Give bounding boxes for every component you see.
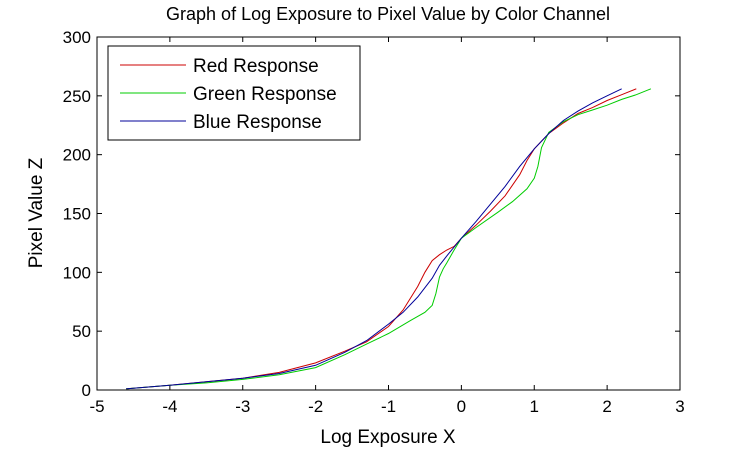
x-tick-label: -4 [162,397,177,416]
x-tick-label: -2 [308,397,323,416]
y-tick-label: 300 [63,28,91,47]
x-tick-label: 3 [675,397,684,416]
y-tick-label: 150 [63,205,91,224]
series-line-green-response [126,88,652,390]
y-tick-label: 200 [63,146,91,165]
legend-entry-label: Green Response [193,84,337,105]
x-axis-label: Log Exposure X [320,427,456,448]
y-tick-label: 0 [82,381,91,400]
y-tick-label: 100 [63,263,91,282]
series-line-red-response [126,88,637,390]
x-tick-label: 1 [530,397,539,416]
x-tick-label: -5 [89,397,104,416]
plot-area: -5 -4 -3 -2 -1 0 1 2 3 0 50 100 150 200 250 300 [63,28,685,416]
y-tick-label: 250 [63,87,91,106]
x-tick-label: -3 [235,397,250,416]
series-line-blue-response [126,88,622,390]
x-tick-label: -1 [381,397,396,416]
x-tick-label: 0 [457,397,466,416]
y-tick-label: 50 [72,322,91,341]
legend-entry-label: Red Response [193,56,319,77]
chart-title: Graph of Log Exposure to Pixel Value by … [166,4,610,24]
legend: Red Response Green Response Blue Response [107,45,361,141]
x-tick-label: 2 [602,397,611,416]
y-axis-label: Pixel Value Z [26,157,47,268]
legend-entry-label: Blue Response [193,112,322,133]
